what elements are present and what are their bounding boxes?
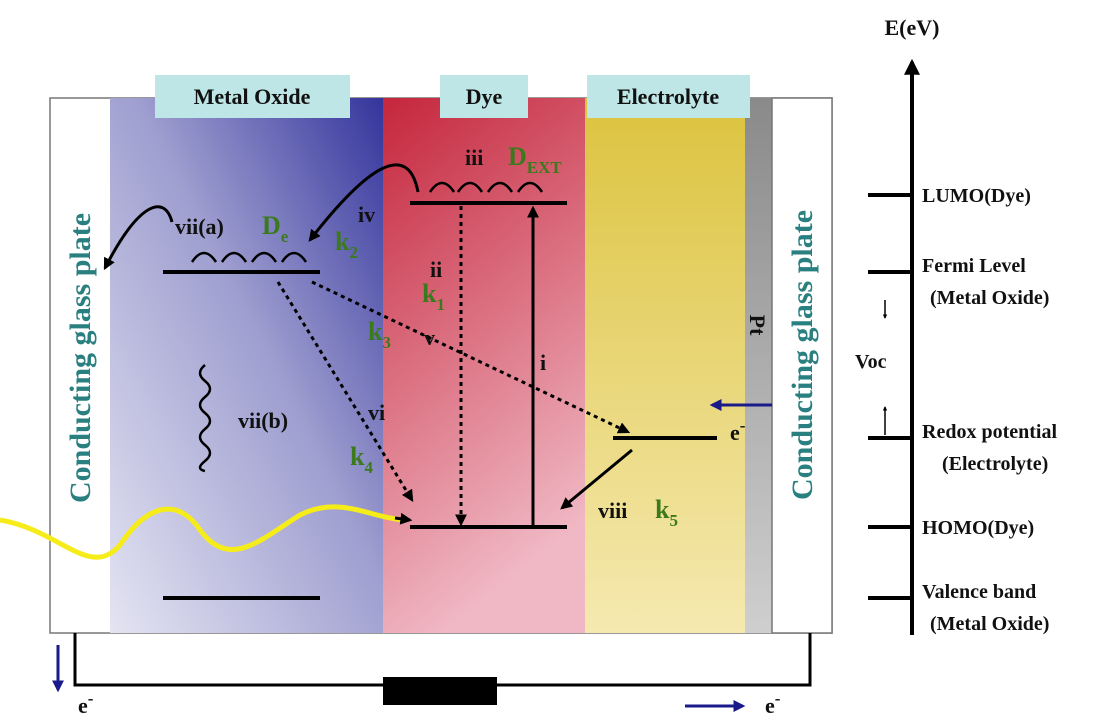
process-label: i xyxy=(540,350,546,375)
energy-levels: LUMO(Dye) Fermi Level (Metal Oxide) Redox p… xyxy=(868,185,1057,635)
level-label: Redox potential xyxy=(922,421,1057,443)
electron-label: e- xyxy=(78,689,94,715)
level-label: HOMO(Dye) xyxy=(922,517,1034,539)
process-label: viii xyxy=(598,498,627,523)
level-label: (Metal Oxide) xyxy=(930,613,1049,635)
axis-title: E(eV) xyxy=(885,15,940,40)
pt-layer xyxy=(745,98,772,633)
process-label: vii(a) xyxy=(175,214,224,239)
level-label: Valence band xyxy=(922,581,1036,603)
layer-label: Metal Oxide xyxy=(194,84,311,109)
process-label: vii(b) xyxy=(238,408,288,433)
level-label: LUMO(Dye) xyxy=(922,185,1031,207)
plate-label: Conducting glass plate xyxy=(64,213,97,503)
electron-label: e- xyxy=(765,689,781,715)
layer-label: Dye xyxy=(466,84,503,109)
process-label: vi xyxy=(368,400,385,425)
process-label: iv xyxy=(358,202,375,227)
metal-oxide-layer xyxy=(110,98,383,633)
pt-label: Pt xyxy=(745,315,770,336)
electrolyte-layer xyxy=(585,98,745,633)
voc-label: Voc xyxy=(855,351,887,373)
load xyxy=(383,677,497,705)
light-arrowhead xyxy=(395,518,410,520)
layer-label: Electrolyte xyxy=(617,84,719,109)
process-label: v xyxy=(424,325,435,350)
diagram: Metal Oxide Dye Electrolyte Conducting g… xyxy=(0,0,1116,715)
process-label: iii xyxy=(465,145,483,170)
level-label: (Metal Oxide) xyxy=(930,287,1049,309)
level-label: Fermi Level xyxy=(922,255,1026,277)
level-label: (Electrolyte) xyxy=(942,453,1048,475)
plate-label: Conducting glass plate xyxy=(786,210,819,500)
